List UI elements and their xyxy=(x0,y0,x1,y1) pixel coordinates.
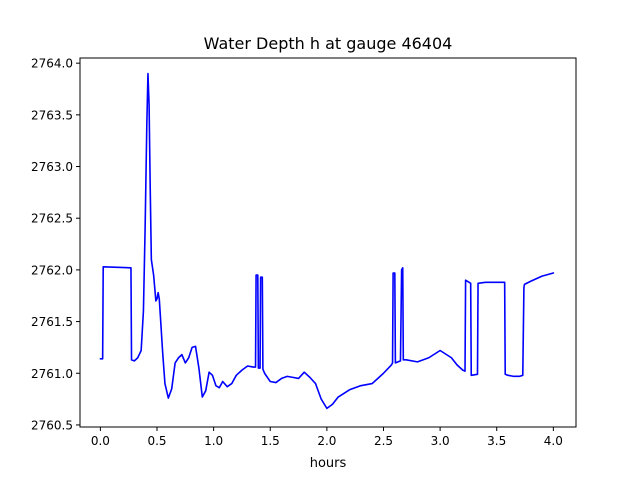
x-tick-label: 2.0 xyxy=(317,434,336,448)
y-tick-label: 2761.5 xyxy=(31,315,73,329)
axes-frame xyxy=(79,57,577,428)
x-axis: 0.0 0.5 1.0 1.5 2.0 2.5 3.0 3.5 4.0 xyxy=(91,427,563,448)
series-line xyxy=(99,72,555,410)
y-tick-label: 2760.5 xyxy=(31,418,73,432)
x-tick-label: 3.0 xyxy=(431,434,450,448)
x-tick-label: 2.5 xyxy=(374,434,393,448)
y-axis: 2760.5 2761.0 2761.5 2762.0 2762.5 2763.0 2763… xyxy=(31,57,80,432)
plot-area xyxy=(99,72,555,410)
x-tick-label: 1.0 xyxy=(204,434,223,448)
chart-title: Water Depth h at gauge 46404 xyxy=(204,34,453,53)
y-tick-label: 2762.0 xyxy=(31,263,73,277)
x-tick-label: 4.0 xyxy=(544,434,563,448)
y-tick-label: 2761.0 xyxy=(31,367,73,381)
x-tick-label: 1.5 xyxy=(261,434,280,448)
x-tick-label: 3.5 xyxy=(487,434,506,448)
y-tick-label: 2764.0 xyxy=(31,57,73,71)
x-axis-label: hours xyxy=(310,456,347,471)
x-tick-label: 0.0 xyxy=(91,434,110,448)
y-tick-label: 2763.0 xyxy=(31,160,73,174)
y-tick-label: 2763.5 xyxy=(31,108,73,122)
x-tick-label: 0.5 xyxy=(147,434,166,448)
y-tick-label: 2762.5 xyxy=(31,212,73,226)
